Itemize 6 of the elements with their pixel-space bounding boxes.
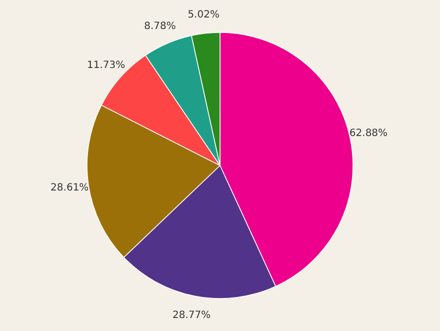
data-label: 5.02% [188, 9, 220, 20]
data-label: 28.61% [50, 182, 89, 194]
data-label: 62.88% [349, 128, 388, 139]
data-label: 8.78% [144, 20, 176, 32]
data-label: 11.73% [86, 60, 126, 71]
data-label: 28.77% [172, 310, 211, 321]
